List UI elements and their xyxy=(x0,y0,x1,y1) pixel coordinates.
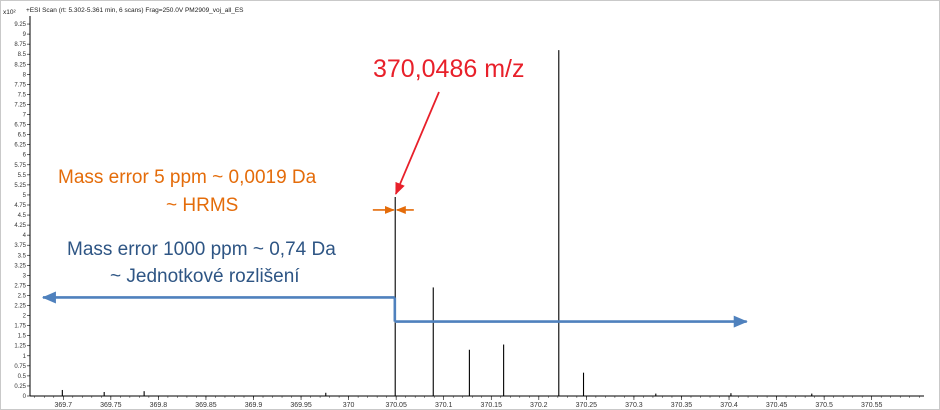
x-tick-label: 370.2 xyxy=(530,402,548,409)
hrms-label: ~ HRMS xyxy=(166,195,238,216)
y-multiplier-label: x10² xyxy=(3,9,16,16)
y-tick-label: 8.5 xyxy=(18,52,27,58)
axes xyxy=(29,16,924,397)
x-tick-label: 370.3 xyxy=(625,402,643,409)
y-tick-label: 4.75 xyxy=(14,203,26,209)
y-tick-label: 6 xyxy=(23,153,27,159)
y-tick-label: 5 xyxy=(23,193,27,199)
x-tick-label: 370.05 xyxy=(385,402,407,409)
y-tick-label: 3.75 xyxy=(14,243,26,249)
unit-resolution-label: ~ Jednotkové rozlišení xyxy=(110,266,300,287)
x-tick-label: 370.15 xyxy=(481,402,503,409)
y-tick-label: 1.75 xyxy=(14,324,26,330)
y-tick-label: 1.25 xyxy=(14,344,26,350)
y-tick-label: 6.75 xyxy=(14,123,26,129)
y-tick-label: 9 xyxy=(23,32,27,38)
x-tick-label: 369.8 xyxy=(150,402,168,409)
x-tick-label: 370.55 xyxy=(861,402,883,409)
y-tick-label: 4.5 xyxy=(18,213,27,219)
x-tick-label: 370.4 xyxy=(720,402,738,409)
peak-pointer-arrow xyxy=(394,91,440,195)
y-tick-label: 2.75 xyxy=(14,283,26,289)
y-tick-label: 8 xyxy=(23,72,27,78)
y-tick-label: 7.75 xyxy=(14,82,26,88)
y-tick-label: 8.75 xyxy=(14,42,26,48)
x-tick-label: 369.75 xyxy=(100,402,122,409)
x-axis-ticks: 369.7 369.75 369.8 369.85 369.9 369.95 370 370.… xyxy=(34,396,920,409)
unit-mass-error-label: Mass error 1000 ppm ~ 0,74 Da xyxy=(67,239,336,260)
y-tick-label: 1 xyxy=(23,354,27,360)
peak-sticks xyxy=(61,50,813,396)
x-tick-label: 370 xyxy=(343,402,355,409)
x-tick-label: 370.35 xyxy=(671,402,693,409)
y-tick-label: 3 xyxy=(23,273,27,279)
x-tick-label: 370.25 xyxy=(576,402,598,409)
x-tick-label: 370.1 xyxy=(435,402,453,409)
y-tick-label: 7.25 xyxy=(14,102,26,108)
scan-header-label: +ESI Scan (rt: 5.302-5.361 min, 6 scans)… xyxy=(26,7,244,14)
x-tick-label: 369.95 xyxy=(290,402,312,409)
x-tick-label: 369.7 xyxy=(55,402,73,409)
hrms-mass-error-label: Mass error 5 ppm ~ 0,0019 Da xyxy=(58,167,317,188)
y-axis-ticks: 0 0.25 0.5 0.75 1 1.25 1.5 1.75 2 2.25 2.5 2.75 3 3.2… xyxy=(14,22,30,400)
y-tick-label: 0.25 xyxy=(14,384,26,390)
y-tick-label: 3.5 xyxy=(18,253,27,259)
x-tick-label: 370.5 xyxy=(815,402,833,409)
x-tick-label: 369.85 xyxy=(195,402,217,409)
y-tick-label: 6.25 xyxy=(14,143,26,149)
y-tick-label: 7.5 xyxy=(18,92,27,98)
y-tick-label: 6.5 xyxy=(18,133,27,139)
x-tick-label: 369.9 xyxy=(245,402,263,409)
y-tick-label: 2.5 xyxy=(18,293,27,299)
y-tick-label: 5.25 xyxy=(14,183,26,189)
y-tick-label: 8.25 xyxy=(14,62,26,68)
x-tick-label: 370.45 xyxy=(766,402,788,409)
y-tick-label: 2 xyxy=(23,314,27,320)
y-tick-label: 4.25 xyxy=(14,223,26,229)
y-tick-label: 1.5 xyxy=(18,334,27,340)
y-tick-label: 0 xyxy=(23,394,27,400)
y-tick-label: 3.25 xyxy=(14,263,26,269)
y-tick-label: 5.5 xyxy=(18,173,27,179)
y-tick-label: 5.75 xyxy=(14,163,26,169)
y-tick-label: 9.25 xyxy=(14,22,26,28)
y-tick-label: 0.75 xyxy=(14,364,26,370)
y-tick-label: 0.5 xyxy=(18,374,27,380)
y-tick-label: 2.25 xyxy=(14,304,26,310)
y-tick-label: 4 xyxy=(23,233,27,239)
annotations: 370,0486 m/z Mass error 5 ppm ~ 0,0019 D… xyxy=(41,55,748,328)
y-tick-label: 7 xyxy=(23,113,27,119)
peak-mz-annotation: 370,0486 m/z xyxy=(373,55,525,83)
